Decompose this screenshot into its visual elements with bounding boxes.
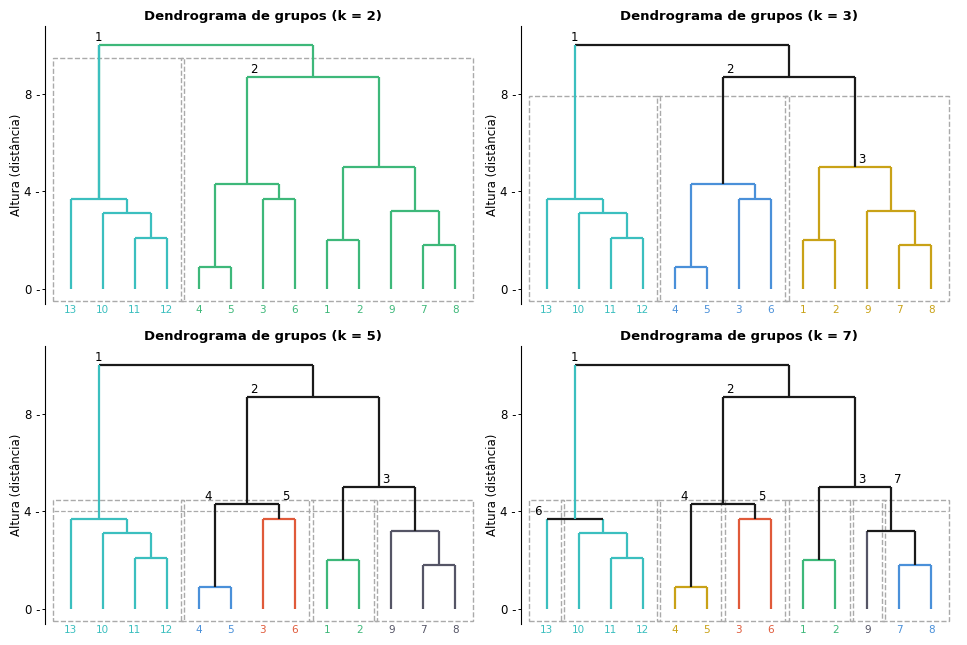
Text: 5: 5 <box>758 490 766 503</box>
Y-axis label: Altura (distância): Altura (distância) <box>486 433 499 536</box>
Text: 4: 4 <box>204 490 212 503</box>
Text: 2: 2 <box>250 63 257 75</box>
Text: 1: 1 <box>571 31 578 44</box>
Text: 4: 4 <box>680 490 688 503</box>
Text: 2: 2 <box>726 382 734 395</box>
Text: 7: 7 <box>894 473 902 486</box>
Text: 1: 1 <box>571 351 578 364</box>
Title: Dendrograma de grupos (k = 3): Dendrograma de grupos (k = 3) <box>620 10 858 23</box>
Text: 3: 3 <box>859 473 865 486</box>
Text: 6: 6 <box>534 504 542 517</box>
Y-axis label: Altura (distância): Altura (distância) <box>10 114 23 216</box>
Text: 1: 1 <box>95 351 103 364</box>
Y-axis label: Altura (distância): Altura (distância) <box>486 114 499 216</box>
Y-axis label: Altura (distância): Altura (distância) <box>10 433 23 536</box>
Text: 3: 3 <box>382 473 390 486</box>
Text: 5: 5 <box>282 490 289 503</box>
Title: Dendrograma de grupos (k = 2): Dendrograma de grupos (k = 2) <box>144 10 382 23</box>
Text: 3: 3 <box>859 153 865 166</box>
Title: Dendrograma de grupos (k = 7): Dendrograma de grupos (k = 7) <box>620 330 858 343</box>
Text: 2: 2 <box>250 382 257 395</box>
Text: 2: 2 <box>726 63 734 75</box>
Title: Dendrograma de grupos (k = 5): Dendrograma de grupos (k = 5) <box>144 330 382 343</box>
Text: 1: 1 <box>95 31 103 44</box>
